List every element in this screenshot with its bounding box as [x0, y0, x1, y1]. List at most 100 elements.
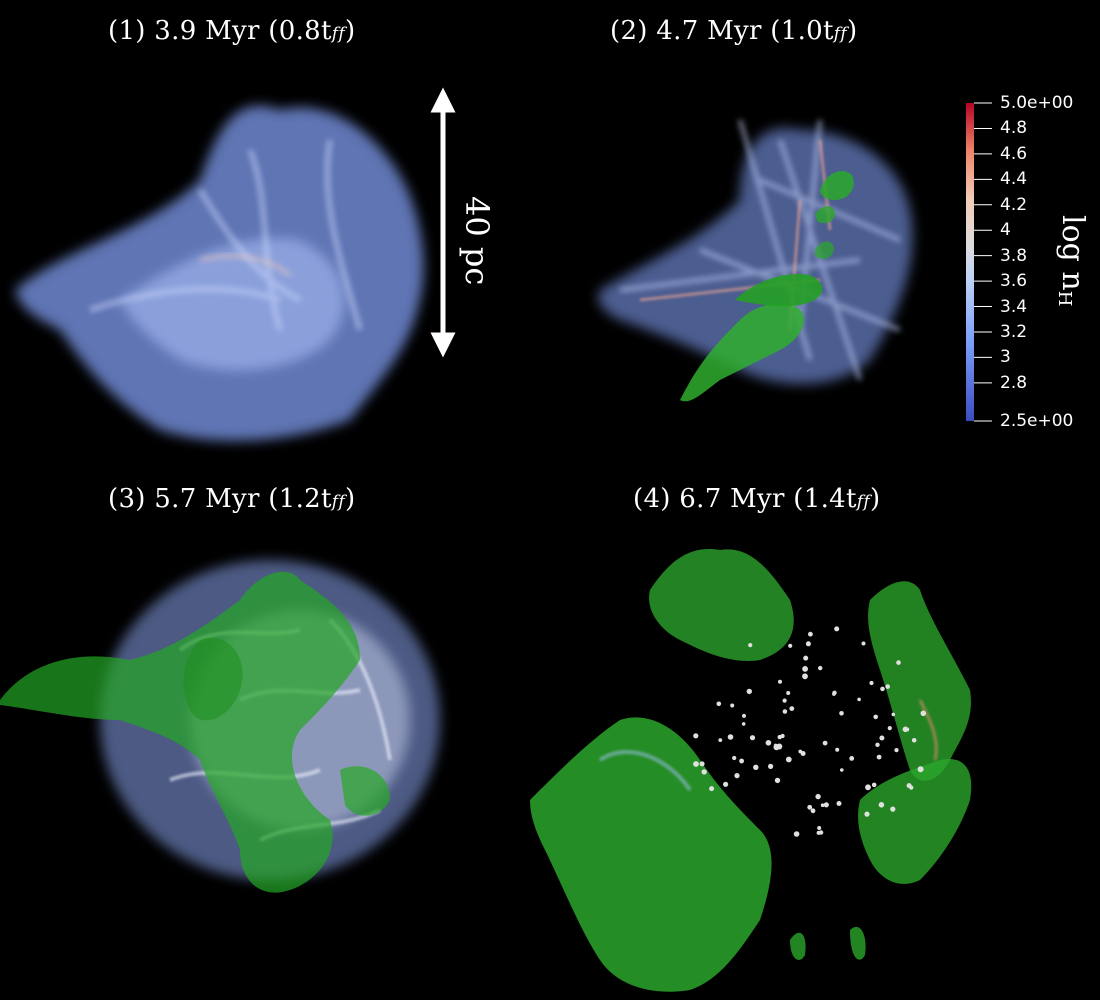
- star-particle: [788, 643, 793, 648]
- star-particle: [817, 826, 822, 830]
- star-particle: [753, 764, 759, 770]
- star-particle: [832, 690, 837, 695]
- star-particle: [894, 748, 899, 753]
- star-particle: [873, 714, 878, 720]
- colorbar-tick-label: 4.8: [1000, 118, 1028, 139]
- star-particle: [876, 754, 882, 760]
- colorbar-tick-label: 3.6: [1000, 271, 1028, 292]
- colorbar-title-sub: H: [1054, 290, 1075, 307]
- star-particle: [782, 698, 787, 703]
- colorbar-tick-label: 4.2: [1000, 194, 1028, 215]
- scale-bar-label: 40 pc: [458, 196, 496, 285]
- star-particle: [765, 740, 772, 746]
- star-particle: [871, 782, 877, 788]
- star-particle: [879, 735, 885, 741]
- star-particle: [909, 785, 914, 790]
- star-particle: [789, 706, 795, 711]
- star-particle: [777, 734, 782, 740]
- panel-1-title-sub: ff: [331, 24, 345, 44]
- star-particle: [716, 701, 722, 707]
- star-particle: [861, 641, 866, 646]
- star-particle: [857, 697, 861, 702]
- star-particle: [701, 769, 707, 775]
- colorbar-title: log nH: [1054, 215, 1090, 306]
- star-particle: [805, 641, 811, 647]
- panel-2-title-main: (2) 4.7 Myr (1.0t: [610, 16, 834, 46]
- star-particle: [782, 709, 788, 714]
- star-particle: [880, 686, 885, 692]
- star-particle: [834, 626, 840, 632]
- panel-3-title-sub: ff: [331, 492, 345, 512]
- colorbar-title-main: log n: [1055, 215, 1090, 291]
- star-particle: [822, 740, 828, 746]
- star-particle: [810, 808, 816, 814]
- star-particle: [839, 711, 844, 716]
- colorbar-tick-label: 2.8: [1000, 372, 1028, 393]
- star-particle: [920, 710, 927, 717]
- panel-2-title: (2) 4.7 Myr (1.0tff): [610, 16, 857, 46]
- star-particle: [836, 801, 842, 806]
- star-particle: [748, 643, 753, 648]
- star-particle: [749, 735, 756, 741]
- panel-2-gas-cloud: [598, 119, 913, 402]
- scale-bar-label-text: 40 pc: [458, 196, 496, 286]
- star-particle: [739, 758, 744, 764]
- panel-1-title-main: (1) 3.9 Myr (0.8t: [108, 16, 332, 46]
- panel-3-gas-cloud: [0, 560, 440, 893]
- panel-4-title-end: ): [869, 484, 881, 514]
- panel-2-title-end: ): [846, 16, 858, 46]
- star-particle: [818, 830, 824, 835]
- star-particle: [802, 673, 808, 680]
- panel-1-title-end: ): [344, 16, 356, 46]
- colorbar-tick-label: 5.0e+00: [1000, 93, 1074, 113]
- colorbar-tick-label: 4.6: [1000, 143, 1028, 164]
- panel-4-gas-shell: [530, 549, 972, 992]
- colorbar-tick-label: 3.4: [1000, 296, 1028, 317]
- star-particle: [885, 684, 890, 689]
- star-particle: [718, 738, 723, 742]
- star-particle: [793, 831, 800, 837]
- panel-4-title: (4) 6.7 Myr (1.4tff): [633, 484, 880, 514]
- star-particle: [887, 726, 892, 731]
- star-particle: [742, 713, 746, 718]
- star-particle: [911, 738, 917, 743]
- star-particle: [723, 781, 729, 787]
- star-particle: [808, 631, 813, 637]
- panel-3-title-main: (3) 5.7 Myr (1.2t: [108, 484, 332, 514]
- colorbar-tick-label: 4.4: [1000, 169, 1028, 190]
- panel-4-title-main: (4) 6.7 Myr (1.4t: [633, 484, 857, 514]
- star-particle: [815, 793, 821, 800]
- panel-1-title: (1) 3.9 Myr (0.8tff): [108, 16, 355, 46]
- star-particle: [891, 712, 896, 717]
- star-particle: [776, 743, 783, 750]
- star-particle: [869, 680, 874, 686]
- star-particle: [896, 660, 901, 665]
- star-particle: [693, 733, 699, 739]
- star-particle: [823, 802, 829, 808]
- star-particle: [746, 688, 752, 695]
- star-particle: [840, 768, 844, 772]
- star-particle: [730, 703, 735, 708]
- star-particle: [798, 749, 803, 754]
- star-particle: [786, 691, 791, 695]
- star-particle: [917, 766, 924, 773]
- colorbar-tick-label: 3.8: [1000, 245, 1028, 266]
- colorbar-tick-label: 4: [1000, 220, 1011, 241]
- panel-2-title-sub: ff: [833, 24, 847, 44]
- star-particle: [864, 811, 870, 817]
- star-particle: [820, 803, 825, 807]
- star-particle: [709, 786, 715, 792]
- colorbar-tick-label: 3: [1000, 347, 1011, 368]
- star-particle: [835, 747, 840, 752]
- star-particle: [774, 777, 781, 784]
- star-particle: [734, 773, 740, 779]
- star-particle: [878, 802, 885, 808]
- star-particle: [803, 655, 809, 661]
- star-particle: [890, 806, 896, 812]
- star-particle: [778, 679, 782, 684]
- star-particle: [818, 665, 823, 671]
- colorbar-tick-label: 2.5e+00: [1000, 411, 1074, 431]
- star-particle: [732, 755, 737, 761]
- star-particle: [768, 763, 774, 770]
